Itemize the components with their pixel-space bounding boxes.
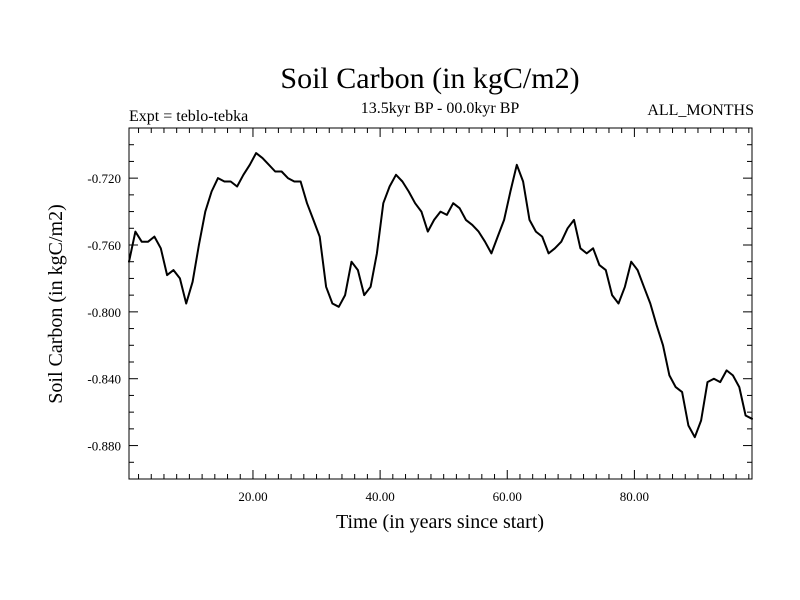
y-axis-tick-labels: -0.720 -0.760 -0.800 -0.840 -0.880 <box>87 171 121 453</box>
plot-frame <box>128 127 753 480</box>
months-label: ALL_MONTHS <box>647 102 754 119</box>
y-tick-label: -0.840 <box>87 372 121 387</box>
time-range-subtitle: 13.5kyr BP - 00.0kyr BP <box>361 100 520 117</box>
y-axis-label: Soil Carbon (in kgC/m2) <box>45 204 67 403</box>
y-tick-label: -0.800 <box>87 305 121 320</box>
y-axis-ticks <box>129 144 752 463</box>
x-tick-label: 20.00 <box>238 489 267 504</box>
y-tick-label: -0.880 <box>87 439 121 454</box>
x-axis-tick-labels: 20.00 40.00 60.00 80.00 <box>238 489 649 504</box>
x-tick-label: 80.00 <box>620 489 649 504</box>
x-axis-ticks <box>138 128 750 479</box>
y-tick-label: -0.760 <box>87 238 121 253</box>
y-tick-label: -0.720 <box>87 171 121 186</box>
soil-carbon-line <box>128 152 753 439</box>
chart-title: Soil Carbon (in kgC/m2) <box>280 62 579 95</box>
x-tick-label: 60.00 <box>493 489 522 504</box>
experiment-label: Expt = teblo-tebka <box>129 108 248 125</box>
x-tick-label: 40.00 <box>365 489 394 504</box>
x-axis-label: Time (in years since start) <box>336 511 544 533</box>
